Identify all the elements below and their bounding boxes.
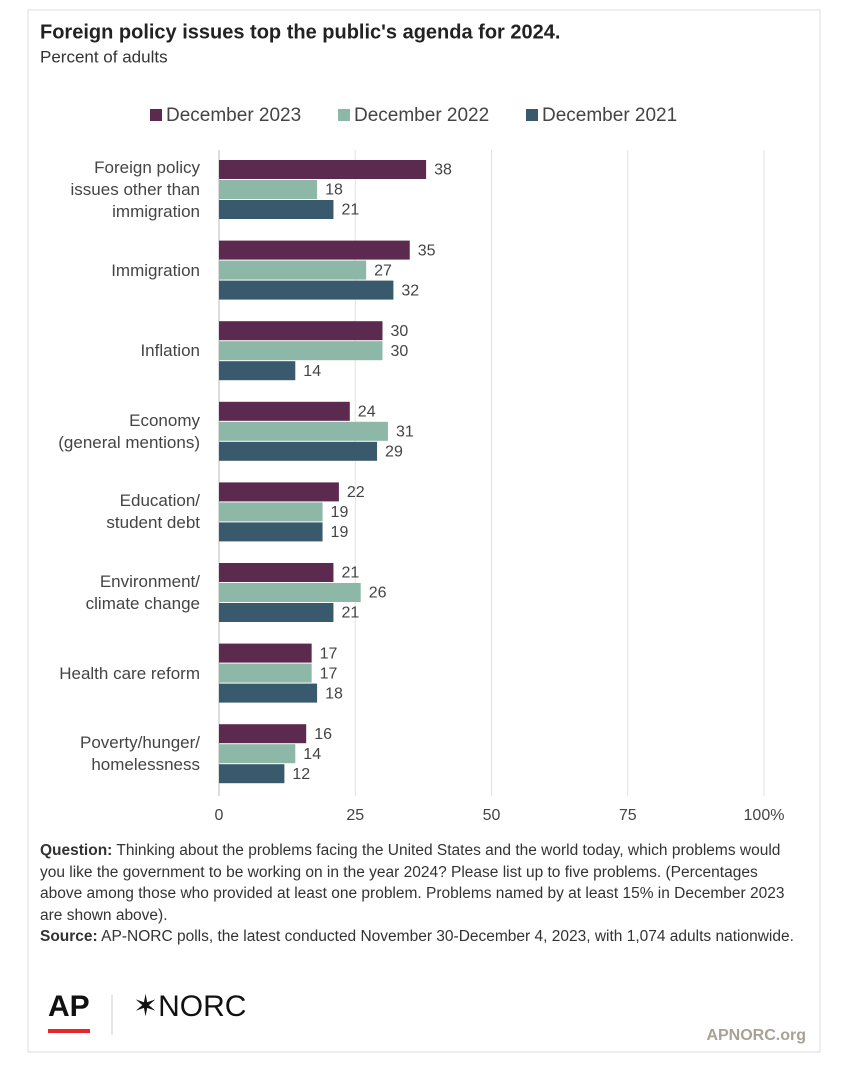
x-tick-label: 75	[619, 807, 637, 824]
bar	[219, 724, 307, 744]
bar	[219, 321, 383, 341]
bar	[219, 663, 312, 683]
bar	[219, 441, 378, 461]
question-text: Thinking about the problems facing the U…	[40, 842, 785, 924]
category-label: Education/ student debt	[106, 491, 200, 533]
bar	[219, 583, 361, 602]
value-label: 19	[331, 504, 349, 521]
value-label: 17	[320, 665, 338, 682]
source-text: AP-NORC polls, the latest conducted Nove…	[101, 928, 794, 945]
bar	[219, 361, 296, 381]
bar	[219, 401, 350, 421]
x-tick-label: 0	[215, 807, 224, 824]
value-label: 18	[325, 685, 343, 702]
legend-label: December 2021	[542, 105, 677, 126]
value-label: 30	[391, 343, 409, 360]
legend-swatch	[338, 109, 350, 121]
bar	[219, 744, 296, 764]
value-label: 14	[303, 746, 321, 763]
logo-underline	[48, 1029, 90, 1033]
value-label: 21	[341, 565, 359, 582]
legend-label: December 2022	[354, 105, 489, 126]
value-label: 21	[341, 202, 359, 219]
value-label: 16	[314, 726, 332, 743]
value-label: 19	[331, 524, 349, 541]
notes: Question: Thinking about the problems fa…	[40, 840, 800, 948]
bar	[219, 240, 410, 260]
chart-title: Foreign policy issues top the public's a…	[40, 21, 560, 43]
bar	[219, 764, 285, 784]
bar	[219, 502, 323, 522]
legend-label: December 2023	[166, 105, 301, 126]
value-label: 17	[320, 645, 338, 662]
bar	[219, 482, 339, 502]
x-tick-label: 25	[346, 807, 364, 824]
frame	[27, 9, 821, 1053]
category-label: Inflation	[140, 341, 200, 361]
bar	[219, 643, 312, 663]
bar	[219, 341, 383, 361]
category-label: Economy (general mentions)	[58, 410, 200, 452]
category-label: Foreign policy issues other than immigra…	[70, 158, 200, 221]
value-label: 38	[434, 162, 452, 179]
x-tick-label: 100%	[744, 807, 785, 824]
legend-swatch	[150, 109, 162, 121]
value-label: 31	[396, 424, 414, 441]
value-label: 26	[369, 585, 387, 602]
value-label: 30	[391, 323, 409, 340]
bar	[219, 683, 318, 703]
bar	[219, 522, 323, 542]
legend-swatch	[526, 109, 538, 121]
bar	[219, 180, 318, 199]
value-label: 18	[325, 182, 343, 199]
value-label: 27	[374, 262, 392, 279]
value-label: 32	[401, 282, 419, 299]
x-tick-label: 50	[483, 807, 501, 824]
ap-logo: AP	[48, 990, 90, 1023]
category-label: Health care reform	[59, 663, 200, 683]
bar	[219, 563, 334, 582]
category-label: Immigration	[111, 260, 200, 280]
norc-logo: ✶NORC	[133, 990, 246, 1023]
bar	[219, 260, 367, 280]
value-label: 35	[418, 242, 436, 259]
chart-subtitle: Percent of adults	[40, 47, 168, 66]
source-label: Source:	[40, 928, 98, 945]
value-label: 21	[341, 605, 359, 622]
value-label: 29	[385, 444, 403, 461]
bar	[219, 421, 388, 441]
bar	[219, 603, 334, 622]
value-label: 12	[292, 766, 310, 783]
question: Question: Thinking about the problems fa…	[40, 840, 800, 926]
category-label: Environment/ climate change	[85, 572, 200, 613]
bar	[219, 160, 427, 179]
bar	[219, 280, 394, 300]
bar	[219, 200, 334, 219]
value-label: 14	[303, 363, 321, 380]
value-label: 24	[358, 404, 376, 421]
source: Source: AP-NORC polls, the latest conduc…	[40, 926, 800, 948]
site-link: APNORC.org	[706, 1027, 806, 1044]
value-label: 22	[347, 484, 365, 501]
question-label: Question:	[40, 842, 113, 859]
category-label: Poverty/hunger/ homelessness	[79, 733, 200, 775]
